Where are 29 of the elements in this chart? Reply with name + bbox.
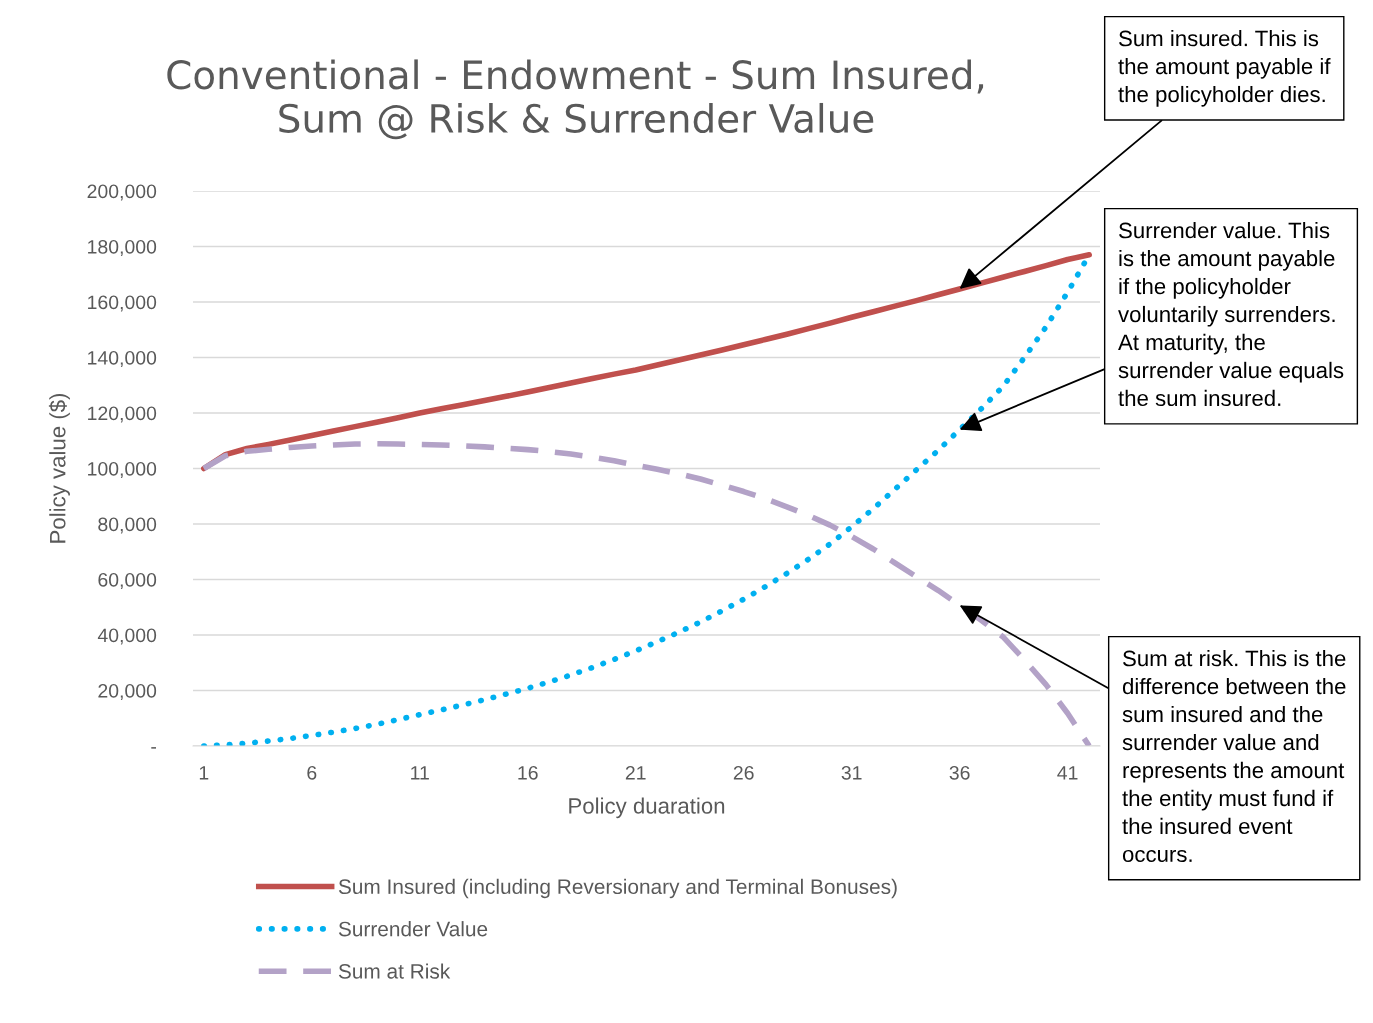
y-tick-label: 160,000 xyxy=(88,295,157,312)
annotation: Sum at risk. This is the difference between the sum insured and the surrender value and represents the amount the entity must fund if the insured event occurs. xyxy=(1122,650,1346,863)
x-tick-label: 21 xyxy=(625,765,646,780)
x-tick-label: 6 xyxy=(307,765,317,780)
legend-label: Sum at Risk xyxy=(338,963,451,979)
y-tick-label: 40,000 xyxy=(97,628,157,645)
y-tick-label: 80,000 xyxy=(98,517,157,534)
legend-label: Surrender Value xyxy=(338,921,488,937)
x-tick-label: 26 xyxy=(733,765,754,780)
y-tick-label: 100,000 xyxy=(88,461,157,479)
x-tick-label: 36 xyxy=(949,765,970,780)
y-axis-title: Policy value ($) xyxy=(48,393,70,543)
y-tick-label: 200,000 xyxy=(87,184,157,201)
x-tick-label: 16 xyxy=(518,765,538,780)
x-tick-label: 11 xyxy=(411,766,429,780)
chart-title: Conventional - Endowment - Sum Insured, Sum @ Risk & Surrender Value xyxy=(167,59,984,140)
y-tick-label: 20,000 xyxy=(98,683,157,701)
y-tick-label: 120,000 xyxy=(88,406,157,423)
x-axis-title: Policy duaration xyxy=(569,797,725,819)
y-tick-label: 180,000 xyxy=(88,239,157,257)
x-tick-label: 41 xyxy=(1057,766,1078,780)
y-tick-label: 140,000 xyxy=(88,350,157,368)
x-tick-label: 1 xyxy=(199,766,209,780)
y-tick-label: 60,000 xyxy=(98,572,157,590)
annotation: Sum insured. This is the amount payable if the policyholder dies. xyxy=(1118,30,1331,107)
x-tick-label: 31 xyxy=(841,765,862,780)
y-tick-label: - xyxy=(151,747,157,749)
annotation: Surrender value. This is the amount payable if the policyholder voluntarily surrenders. At maturity, the surrender value equals the sum insured. xyxy=(1118,222,1344,407)
legend-label: Sum Insured (including Reversionary and Terminal Bonuses) xyxy=(338,878,897,899)
